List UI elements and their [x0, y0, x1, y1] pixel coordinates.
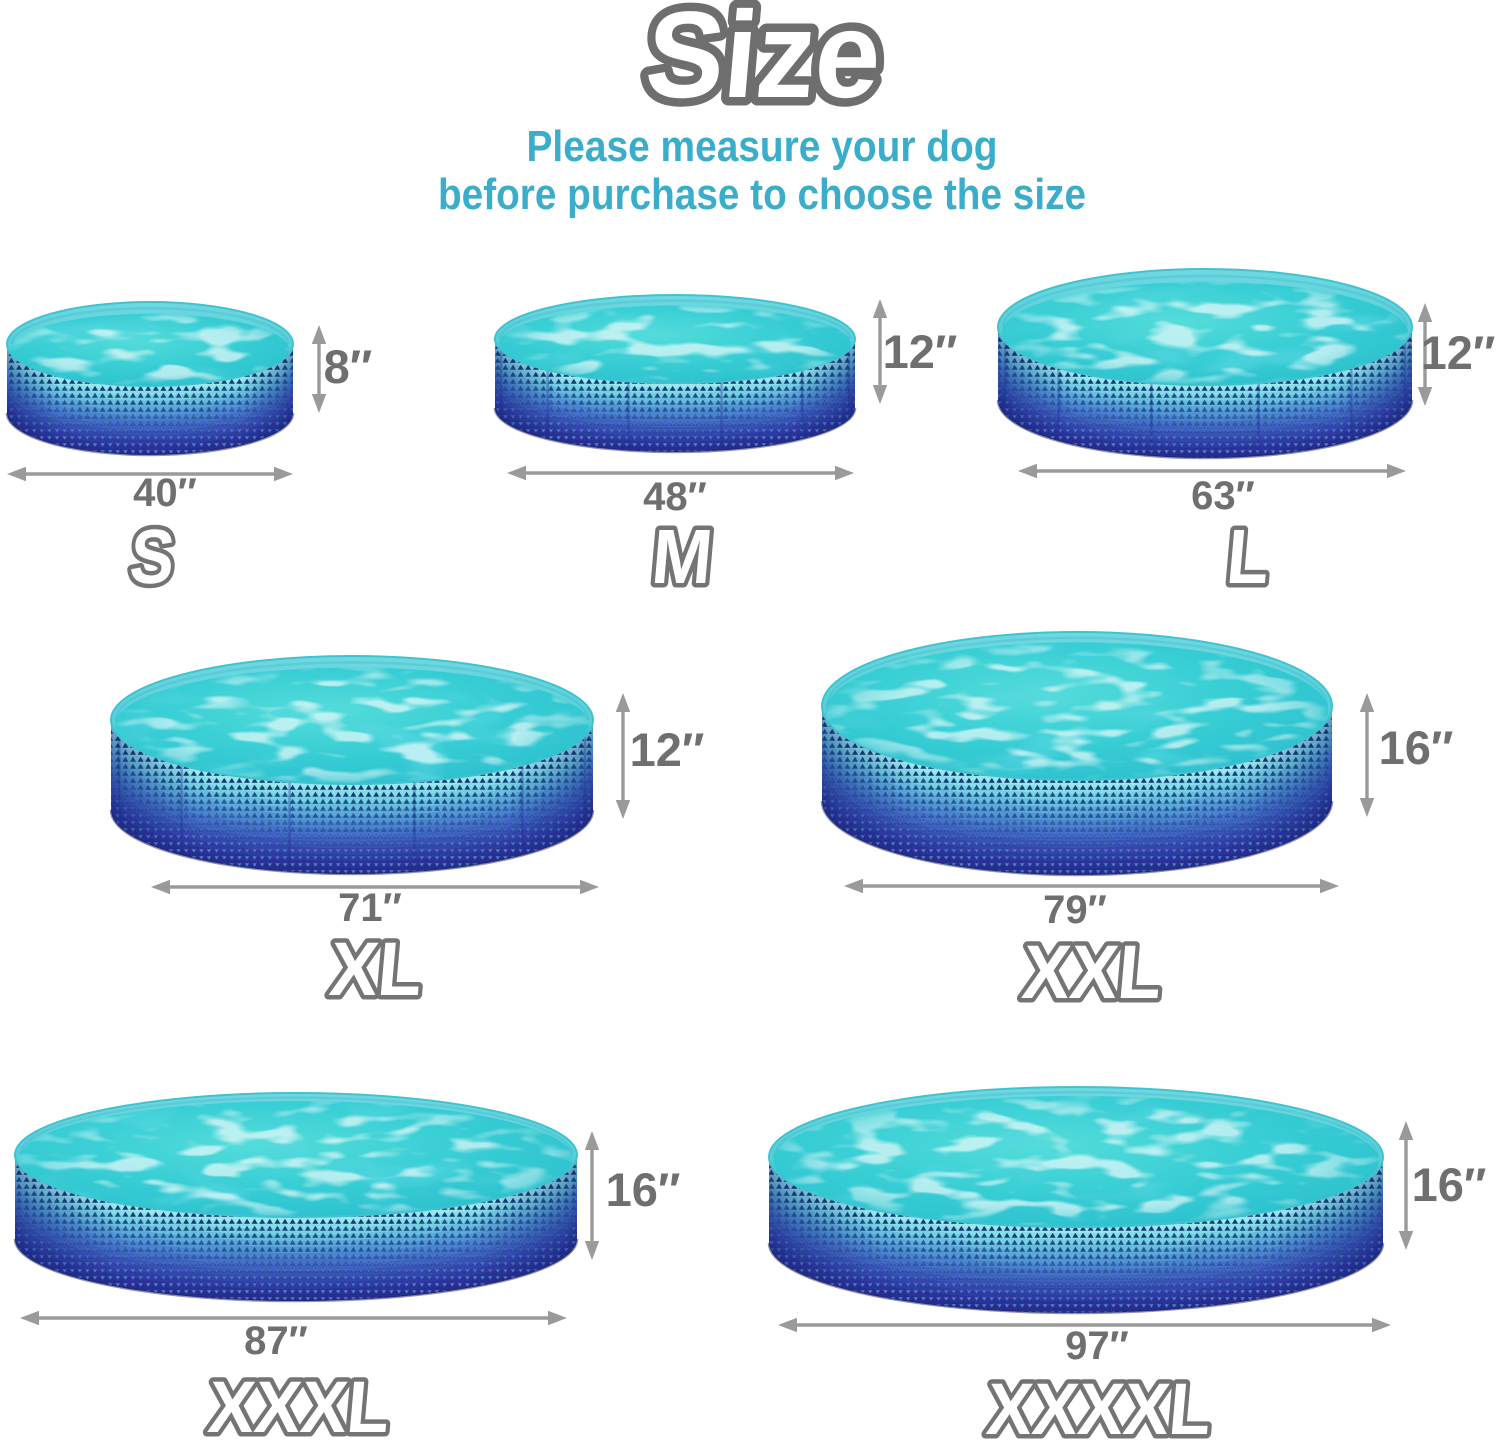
- svg-text:XXL: XXL: [1019, 930, 1165, 1015]
- svg-text:16″: 16″: [1412, 1158, 1487, 1211]
- svg-text:Please measure your dog: Please measure your dog: [527, 122, 998, 171]
- svg-text:12″: 12″: [883, 325, 958, 378]
- svg-text:12″: 12″: [1421, 326, 1496, 379]
- svg-text:97″: 97″: [1065, 1324, 1129, 1368]
- svg-text:12″: 12″: [630, 723, 705, 776]
- svg-text:40″: 40″: [133, 471, 197, 515]
- svg-text:16″: 16″: [1379, 721, 1454, 774]
- svg-text:71″: 71″: [338, 886, 402, 930]
- svg-text:8″: 8″: [324, 340, 373, 393]
- svg-text:16″: 16″: [606, 1163, 681, 1216]
- svg-text:L: L: [1224, 514, 1274, 600]
- svg-text:63″: 63″: [1191, 474, 1255, 518]
- svg-text:XXXXL: XXXXL: [984, 1369, 1215, 1439]
- svg-text:87″: 87″: [244, 1319, 308, 1363]
- svg-text:Size: Size: [641, 0, 887, 124]
- svg-text:XL: XL: [327, 927, 426, 1012]
- svg-text:XXXL: XXXL: [205, 1367, 393, 1439]
- svg-text:79″: 79″: [1043, 888, 1107, 932]
- svg-text:48″: 48″: [643, 475, 707, 519]
- svg-text:S: S: [127, 514, 179, 600]
- svg-text:before purchase to choose the: before purchase to choose the size: [438, 170, 1086, 219]
- svg-text:M: M: [649, 514, 717, 600]
